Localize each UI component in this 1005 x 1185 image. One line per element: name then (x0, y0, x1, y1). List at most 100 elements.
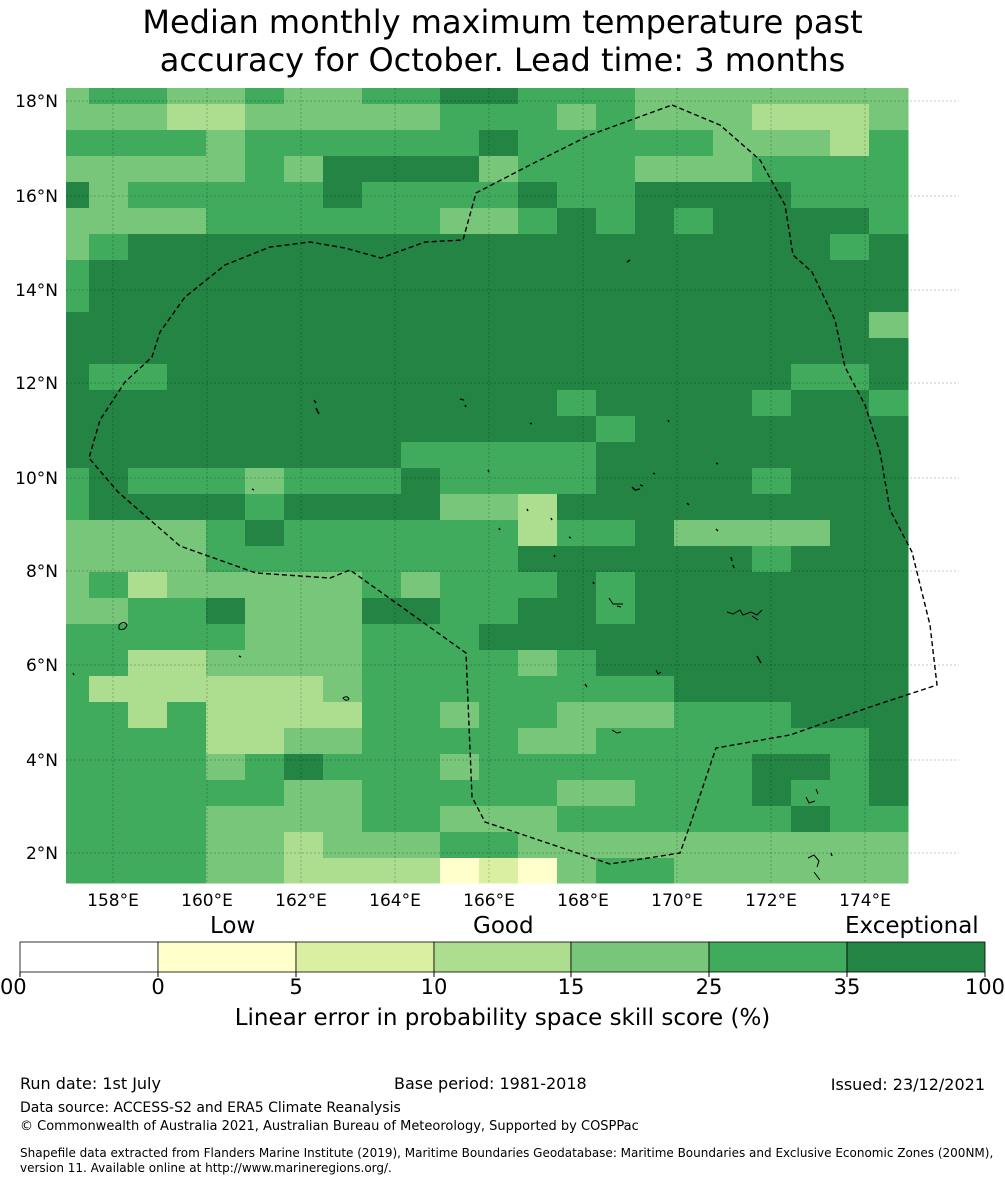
grid-cell (674, 88, 714, 105)
grid-cell (479, 338, 519, 365)
grid-cell (674, 182, 714, 209)
grid-cell (167, 416, 207, 443)
grid-cell (66, 156, 90, 183)
grid-cell (245, 364, 285, 391)
colorbar-label-exceptional: Exceptional (845, 913, 979, 939)
grid-cell (284, 338, 324, 365)
island-outline (611, 669, 662, 734)
grid-cell (635, 286, 675, 313)
grid-cell (167, 312, 207, 339)
latitude-label: 10°N (15, 469, 58, 489)
grid-cell (596, 156, 636, 183)
grid-cell (479, 182, 519, 209)
grid-cell (128, 390, 168, 417)
grid-cell (752, 858, 792, 884)
grid-cell (830, 780, 870, 807)
grid-cell (323, 546, 363, 573)
grid-cell (440, 650, 480, 677)
grid-cell (167, 780, 207, 807)
grid-cell (245, 780, 285, 807)
grid-cell (713, 754, 753, 781)
grid-cell (362, 624, 402, 651)
grid-cell (323, 130, 363, 157)
grid-cell (791, 546, 831, 573)
grid-cell (401, 728, 441, 755)
grid-cell (518, 832, 558, 859)
grid-cell (713, 130, 753, 157)
grid-cell (869, 260, 909, 287)
grid-cell (66, 468, 90, 495)
grid-cell (830, 156, 870, 183)
grid-cell (284, 702, 324, 729)
grid-cell (323, 494, 363, 521)
grid-cell (440, 728, 480, 755)
grid-cell (440, 364, 480, 391)
grid-cell (440, 442, 480, 469)
grid-cell (635, 312, 675, 339)
grid-cell (479, 130, 519, 157)
grid-cell (362, 468, 402, 495)
grid-cell (401, 416, 441, 443)
grid-cell (167, 208, 207, 235)
grid-cell (791, 806, 831, 833)
grid-cell (362, 572, 402, 599)
grid-cell (479, 728, 519, 755)
grid-cell (557, 182, 597, 209)
grid-cell (713, 728, 753, 755)
grid-cell (440, 832, 480, 859)
grid-cell (791, 208, 831, 235)
grid-cell (752, 650, 792, 677)
grid-cell (206, 494, 246, 521)
grid-cell (440, 858, 480, 884)
grid-cell (830, 702, 870, 729)
grid-cell (713, 468, 753, 495)
grid-cell (206, 546, 246, 573)
latitude-label: 14°N (15, 281, 58, 301)
grid-cell (362, 416, 402, 443)
grid-cell (752, 390, 792, 417)
grid-cell (674, 520, 714, 547)
grid-cell (245, 754, 285, 781)
grid-cell (479, 234, 519, 261)
grid-cell (245, 728, 285, 755)
grid-cell (362, 520, 402, 547)
grid-cell (713, 338, 753, 365)
grid-cell (869, 208, 909, 235)
grid-cell (674, 858, 714, 884)
grid-cell (245, 624, 285, 651)
latitude-label: 4°N (26, 751, 58, 771)
grid-cell (479, 156, 519, 183)
grid-cell (66, 494, 90, 521)
grid-cell (362, 442, 402, 469)
grid-cell (401, 702, 441, 729)
grid-cell (752, 286, 792, 313)
grid-cell (518, 624, 558, 651)
grid-cell (518, 182, 558, 209)
grid-cell (206, 728, 246, 755)
grid-cell (791, 520, 831, 547)
colorbar-label-low: Low (210, 913, 256, 939)
grid-cell (635, 494, 675, 521)
grid-cell (674, 494, 714, 521)
grid-cell (752, 572, 792, 599)
grid-cell (557, 806, 597, 833)
grid-cell (284, 494, 324, 521)
grid-cell (89, 832, 129, 859)
grid-cell (635, 260, 675, 287)
grid-cell (713, 546, 753, 573)
grid-cell (401, 130, 441, 157)
grid-cell (752, 130, 792, 157)
grid-cell (323, 390, 363, 417)
grid-cell (245, 468, 285, 495)
grid-cell (323, 598, 363, 625)
shapefile-credit-line-1: Shapefile data extracted from Flanders M… (20, 1146, 994, 1160)
grid-cell (713, 598, 753, 625)
grid-cell (167, 728, 207, 755)
grid-cell (362, 156, 402, 183)
grid-cell (362, 182, 402, 209)
grid-cell (869, 520, 909, 547)
grid-cell (323, 260, 363, 287)
grid-cell (557, 156, 597, 183)
grid-cell (128, 208, 168, 235)
